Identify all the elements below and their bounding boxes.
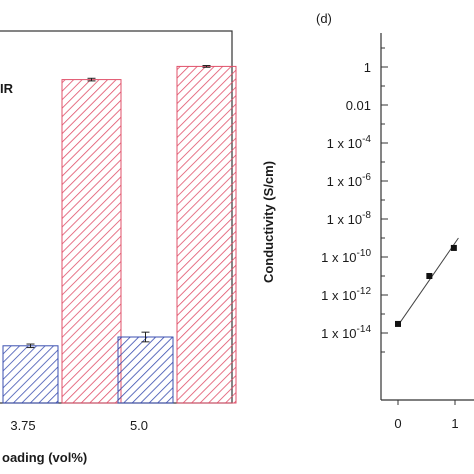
error-bar	[87, 77, 96, 82]
y-tick-label: 0.01	[346, 98, 371, 113]
x-axis-label: oading (vol%)	[2, 450, 87, 465]
y-tick-label: 1 x 10-12	[321, 286, 371, 303]
x-tick-label: 0	[394, 416, 401, 431]
bar	[176, 65, 237, 404]
bar-chart-panel: IR 3.75 5.0 oading (vol%)	[0, 30, 237, 465]
data-point	[450, 244, 457, 251]
bar	[117, 336, 174, 404]
error-bar	[26, 343, 35, 349]
x-tick-label: 5.0	[130, 418, 148, 433]
conductivity-panel: (d) 1 0.01 1 x 10-4 1 x 10-6 1 x 10-8 1 x 10-…	[261, 11, 474, 431]
bars	[2, 65, 237, 404]
legend-fragment: IR	[0, 81, 14, 96]
panel-label: (d)	[316, 11, 332, 26]
data-point	[426, 273, 433, 279]
x-tick-label: 3.75	[10, 418, 35, 433]
plot-area	[395, 237, 459, 327]
x-tick-label: 1	[451, 416, 458, 431]
fit-line	[397, 237, 459, 326]
y-tick-label: 1 x 10-6	[327, 172, 372, 189]
y-tick-label: 1	[364, 60, 371, 75]
y-ticks: 1 0.01 1 x 10-4 1 x 10-6 1 x 10-8 1 x 10-10 1 …	[321, 47, 388, 353]
y-axis-label: Conductivity (S/cm)	[261, 161, 276, 283]
y-tick-label: 1 x 10-4	[327, 134, 372, 151]
error-bar	[202, 65, 211, 68]
y-tick-label: 1 x 10-14	[321, 324, 371, 341]
error-bar	[141, 331, 150, 343]
data-point	[395, 320, 401, 327]
bar	[2, 345, 59, 404]
y-tick-label: 1 x 10-8	[327, 210, 372, 227]
y-tick-label: 1 x 10-10	[321, 248, 371, 265]
bar	[61, 79, 122, 404]
